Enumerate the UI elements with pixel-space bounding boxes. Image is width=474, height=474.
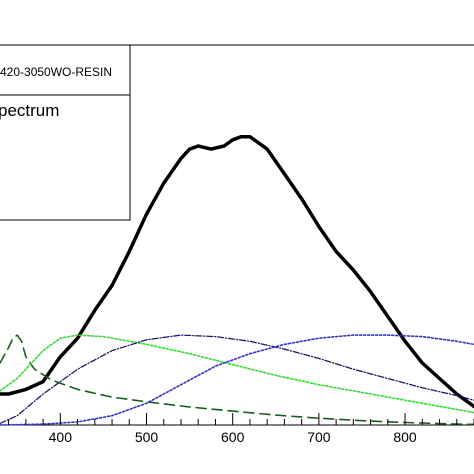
- legend-title: 420-3050WO-RESIN: [0, 65, 112, 79]
- x-tick-label-800: 800: [393, 429, 417, 445]
- legend-box: 420-3050WO-RESIN pectrum: [0, 44, 131, 221]
- x-tick-label-400: 400: [49, 429, 73, 445]
- series-layer: [0, 134, 474, 426]
- x-tick-label-700: 700: [307, 429, 331, 445]
- series-line-2: [0, 334, 474, 414]
- x-tick-label-600: 600: [221, 429, 245, 445]
- series-line-4: [0, 334, 474, 426]
- series-line-3: [0, 334, 474, 425]
- x-tick-label-500: 500: [135, 429, 159, 445]
- series-line-0: [0, 134, 474, 409]
- series-line-1: [0, 334, 474, 426]
- x-axis-ticks: 400 500 600 700 800: [8, 413, 474, 445]
- legend-entry-label: pectrum: [0, 101, 59, 120]
